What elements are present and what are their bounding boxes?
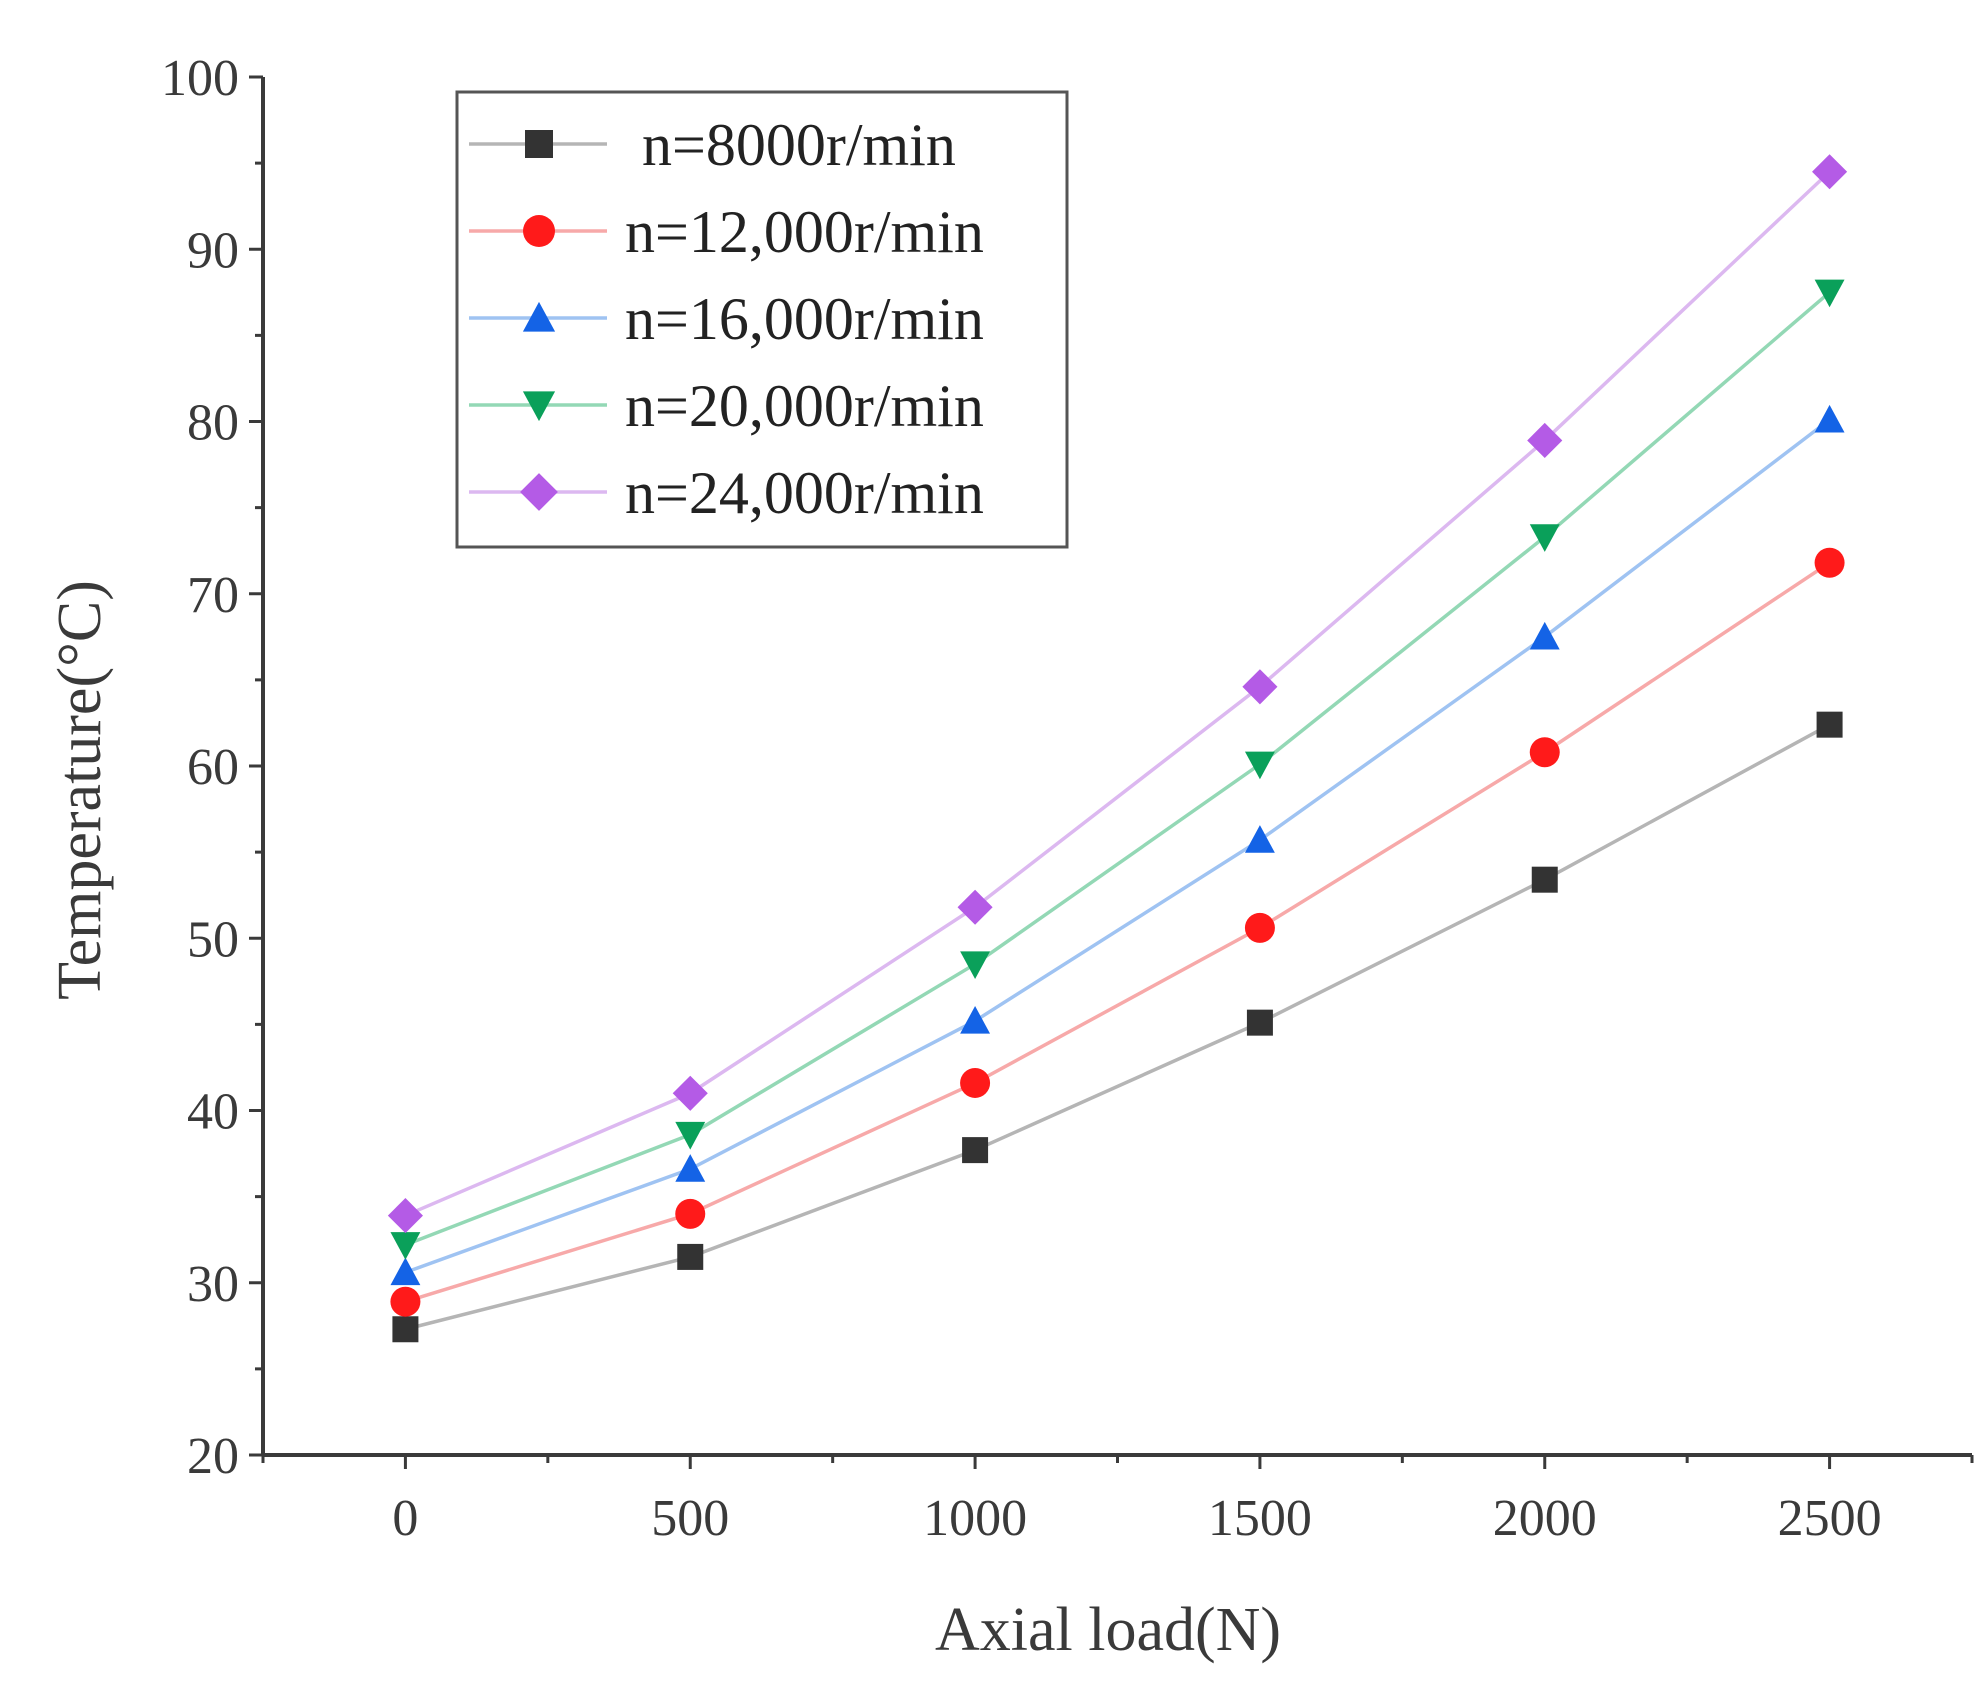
data-point: [1531, 866, 1558, 893]
legend-label: n=24,000r/min: [625, 460, 984, 526]
data-point: [1244, 825, 1275, 853]
legend: n=8000r/min n=12,000r/min n=16,000r/min n=2…: [455, 90, 1069, 549]
legend-marker: [522, 301, 556, 332]
y-tick-label: 70: [187, 567, 239, 624]
legend-label: n=8000r/min: [642, 112, 956, 178]
y-tick-label: 60: [187, 739, 239, 796]
data-point: [1814, 547, 1845, 578]
y-tick-label: 90: [187, 222, 239, 279]
data-point: [1529, 621, 1560, 650]
x-tick-label: 0: [392, 1490, 418, 1547]
series-line: [404, 723, 1831, 1331]
y-tick-label: 40: [187, 1084, 239, 1141]
series-line: [404, 170, 1831, 1218]
legend-marker: [522, 391, 556, 422]
data-point: [1246, 1009, 1273, 1036]
x-tick-label: 2000: [1493, 1490, 1597, 1547]
data-point: [1816, 711, 1843, 738]
y-tick-label: 80: [187, 395, 239, 452]
y-tick-label: 20: [187, 1428, 239, 1485]
series-line: [404, 290, 1831, 1247]
series-3: [390, 404, 1845, 1286]
series-1: [392, 711, 1843, 1343]
legend-item: n=20,000r/min: [469, 373, 984, 439]
data-point: [1244, 751, 1275, 780]
data-point: [675, 1121, 706, 1150]
y-tick-label: 100: [161, 50, 239, 107]
data-point: [960, 1005, 991, 1034]
data-point: [390, 1257, 421, 1286]
data-point: [1812, 154, 1848, 190]
data-point: [390, 1232, 421, 1260]
data-point: [677, 1243, 704, 1270]
data-point: [387, 1198, 423, 1234]
legend-label: n=20,000r/min: [625, 373, 984, 439]
legend-item: n=24,000r/min: [469, 460, 984, 526]
data-point: [672, 1075, 708, 1111]
legend-item: n=12,000r/min: [469, 199, 984, 265]
data-point: [1527, 422, 1563, 458]
legend-marker: [520, 473, 558, 511]
legend-label: n=12,000r/min: [625, 199, 984, 265]
data-point: [675, 1154, 706, 1182]
data-point: [962, 1137, 989, 1164]
x-tick-label: 2500: [1778, 1490, 1882, 1547]
data-point: [1242, 669, 1278, 705]
series-2: [390, 547, 1845, 1317]
y-axis-title: Temperature(°C): [46, 580, 114, 1000]
data-point: [675, 1198, 706, 1229]
x-tick-label: 1500: [1208, 1490, 1312, 1547]
data-point: [1529, 737, 1560, 768]
y-tick-label: 50: [187, 911, 239, 968]
series-group: [387, 154, 1848, 1343]
data-point: [1814, 279, 1845, 308]
data-point: [390, 1286, 421, 1317]
data-point: [1814, 404, 1845, 433]
data-point: [1529, 524, 1560, 552]
series-line: [404, 418, 1831, 1275]
data-point: [960, 951, 991, 980]
x-tick-label: 1000: [923, 1490, 1027, 1547]
data-point: [960, 1067, 991, 1098]
legend-item: n=16,000r/min: [469, 286, 984, 352]
y-tick-label: 30: [187, 1256, 239, 1313]
x-tick-label: 500: [651, 1490, 729, 1547]
series-5: [387, 154, 1848, 1234]
legend-item: n=8000r/min: [469, 112, 956, 178]
legend-marker: [523, 215, 555, 247]
series-4: [390, 279, 1845, 1260]
data-point: [392, 1316, 419, 1343]
data-point: [1244, 912, 1275, 943]
legend-label: n=16,000r/min: [625, 286, 984, 352]
series-line: [404, 561, 1831, 1304]
x-axis-title: Axial load(N): [935, 1596, 1281, 1664]
legend-marker: [525, 130, 553, 158]
data-point: [957, 889, 993, 925]
